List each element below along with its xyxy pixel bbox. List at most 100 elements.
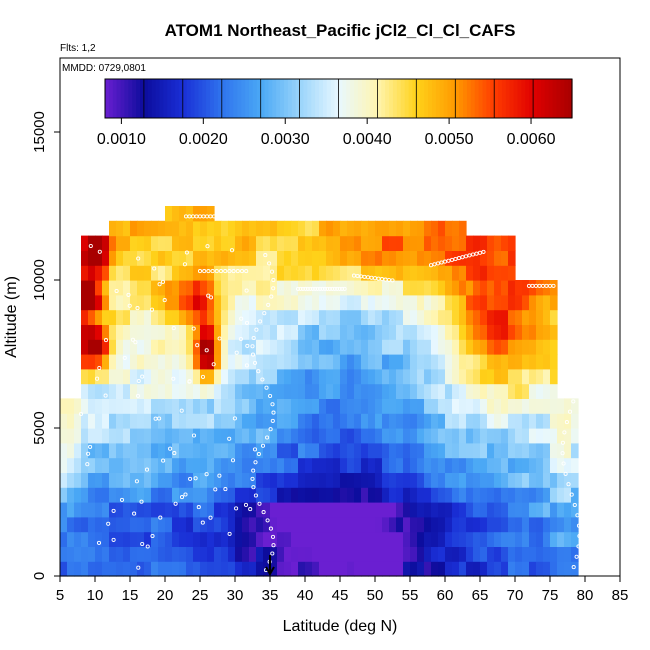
heatmap-cell: [165, 442, 173, 459]
heatmap-cell: [382, 339, 390, 355]
heatmap-cell: [88, 265, 96, 281]
heatmap-cell: [340, 220, 348, 237]
heatmap-cell: [319, 487, 327, 503]
heatmap-cell: [144, 442, 152, 459]
heatmap-cell: [347, 220, 355, 237]
heatmap-cell: [277, 472, 285, 488]
heatmap-cell: [452, 502, 460, 518]
flight-track-point: [111, 537, 116, 542]
flight-track-point: [268, 526, 273, 531]
heatmap-cell: [298, 561, 306, 577]
heatmap-cell: [158, 487, 166, 503]
heatmap-cell: [242, 516, 250, 533]
heatmap-cell: [263, 250, 271, 266]
heatmap-cell: [116, 546, 124, 562]
heatmap-cell: [123, 561, 131, 577]
heatmap-cell: [235, 294, 243, 311]
heatmap-cell: [151, 472, 159, 488]
heatmap-cell: [249, 428, 257, 444]
heatmap-cell: [424, 324, 432, 340]
heatmap-cell: [109, 561, 117, 577]
flight-track-point: [191, 433, 197, 438]
heatmap-cell: [109, 383, 117, 399]
heatmap-cell: [95, 339, 103, 355]
heatmap-cell: [571, 398, 579, 414]
heatmap-cell: [354, 457, 362, 473]
heatmap-cell: [382, 220, 390, 237]
colorbar-segment: [373, 79, 379, 118]
heatmap-cell: [284, 472, 292, 488]
heatmap-cell: [347, 457, 355, 473]
heatmap-cell: [151, 235, 159, 251]
heatmap-cell: [172, 413, 180, 429]
heatmap-cell: [480, 457, 488, 473]
colorbar-tick-label: 0.0010: [97, 131, 146, 148]
x-tick-label: 65: [472, 587, 489, 604]
heatmap-cell: [74, 457, 82, 473]
heatmap-cell: [382, 383, 390, 399]
heatmap-cell: [487, 339, 495, 355]
heatmap-cell: [186, 265, 194, 281]
flight-track-point: [330, 286, 335, 291]
heatmap-cell: [277, 442, 285, 459]
heatmap-cell: [473, 546, 481, 562]
heatmap-cell: [417, 235, 425, 251]
heatmap-cell: [515, 280, 523, 296]
heatmap-cell: [417, 309, 425, 325]
heatmap-cell: [137, 265, 145, 281]
colorbar-segment: [326, 79, 332, 118]
heatmap-cell: [151, 383, 159, 399]
heatmap-cell: [508, 250, 516, 266]
heatmap-cell: [277, 457, 285, 473]
heatmap-cell: [74, 413, 82, 429]
heatmap-cell: [207, 280, 215, 296]
flight-track-point: [253, 493, 258, 498]
colorbar-segment: [404, 79, 410, 118]
flight-track-point: [564, 420, 569, 425]
heatmap-cell: [130, 339, 138, 355]
heatmap-cell: [200, 413, 208, 429]
heatmap-cell: [466, 428, 474, 444]
heatmap-cell: [396, 235, 404, 251]
heatmap-cell: [452, 472, 460, 488]
heatmap-cell: [410, 294, 418, 311]
heatmap-cell: [389, 383, 397, 399]
heatmap-cell: [382, 368, 390, 385]
heatmap-cell: [382, 354, 390, 370]
colorbar-segment: [186, 79, 192, 118]
heatmap-cell: [284, 339, 292, 355]
heatmap-cell: [186, 561, 194, 577]
heatmap-cell: [228, 472, 236, 488]
heatmap-cell: [158, 324, 166, 340]
heatmap-cell: [326, 428, 334, 444]
flight-track-point: [204, 348, 209, 353]
heatmap-cell: [249, 502, 257, 518]
heatmap-cell: [81, 413, 89, 429]
heatmap-cell: [298, 487, 306, 503]
flight-track-point: [318, 286, 323, 291]
flight-track-point: [200, 520, 205, 525]
colorbar-segment: [116, 79, 122, 118]
heatmap-cell: [312, 309, 320, 325]
flight-track-point: [560, 274, 565, 280]
heatmap-cell: [452, 561, 460, 577]
heatmap-cell: [389, 398, 397, 414]
heatmap-cell: [389, 339, 397, 355]
heatmap-cell: [557, 531, 565, 547]
heatmap-cell: [60, 546, 68, 562]
heatmap-cell: [410, 531, 418, 547]
flight-track-point: [227, 436, 232, 441]
heatmap-cell: [186, 339, 194, 355]
heatmap-cell: [172, 354, 180, 370]
heatmap-cell: [263, 413, 271, 429]
heatmap-cell: [536, 546, 544, 562]
heatmap-cell: [438, 531, 446, 547]
heatmap-cell: [501, 250, 509, 266]
heatmap-cell: [340, 235, 348, 251]
colorbar-segment: [486, 79, 491, 118]
heatmap-cell: [235, 354, 243, 370]
heatmap-cell: [228, 265, 236, 281]
heatmap-cell: [452, 265, 460, 281]
heatmap-cell: [88, 472, 96, 488]
heatmap-cell: [410, 561, 418, 577]
